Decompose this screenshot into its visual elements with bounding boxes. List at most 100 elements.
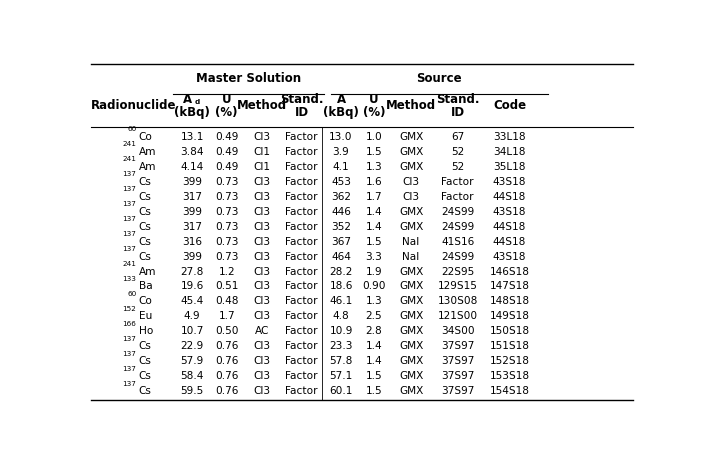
Text: 0.73: 0.73	[215, 237, 239, 247]
Text: 1.7: 1.7	[366, 192, 382, 202]
Text: 4.14: 4.14	[181, 162, 204, 172]
Text: CI1: CI1	[253, 162, 270, 172]
Text: (%): (%)	[363, 106, 385, 118]
Text: 57.9: 57.9	[181, 356, 204, 366]
Text: Eu: Eu	[138, 311, 152, 321]
Text: Am: Am	[138, 266, 156, 276]
Text: Cs: Cs	[138, 371, 152, 381]
Text: 43S18: 43S18	[493, 251, 526, 261]
Text: GMX: GMX	[399, 132, 424, 142]
Text: 1.4: 1.4	[366, 341, 382, 351]
Text: GMX: GMX	[399, 147, 424, 157]
Text: 22S95: 22S95	[441, 266, 474, 276]
Text: 0.49: 0.49	[215, 162, 239, 172]
Text: GMX: GMX	[399, 162, 424, 172]
Text: (kBq): (kBq)	[323, 106, 359, 118]
Text: 137: 137	[123, 201, 136, 207]
Text: 59.5: 59.5	[181, 386, 204, 396]
Text: Factor: Factor	[285, 192, 318, 202]
Text: 0.49: 0.49	[215, 132, 239, 142]
Text: GMX: GMX	[399, 222, 424, 232]
Text: 316: 316	[182, 237, 202, 247]
Text: Factor: Factor	[285, 162, 318, 172]
Text: Factor: Factor	[285, 326, 318, 336]
Text: 153S18: 153S18	[489, 371, 530, 381]
Text: 44S18: 44S18	[493, 237, 526, 247]
Text: 0.73: 0.73	[215, 207, 239, 217]
Text: CI3: CI3	[402, 177, 419, 187]
Text: 1.5: 1.5	[366, 371, 382, 381]
Text: CI3: CI3	[253, 371, 271, 381]
Text: 446: 446	[331, 207, 351, 217]
Text: (%): (%)	[215, 106, 238, 118]
Text: CI3: CI3	[253, 222, 271, 232]
Text: 3.9: 3.9	[333, 147, 349, 157]
Text: 1.4: 1.4	[366, 207, 382, 217]
Text: Cs: Cs	[138, 207, 152, 217]
Text: U: U	[222, 93, 232, 106]
Text: Factor: Factor	[285, 371, 318, 381]
Text: 137: 137	[123, 231, 136, 237]
Text: GMX: GMX	[399, 326, 424, 336]
Text: GMX: GMX	[399, 311, 424, 321]
Text: 0.48: 0.48	[215, 297, 239, 307]
Text: 0.90: 0.90	[362, 282, 385, 292]
Text: Factor: Factor	[285, 266, 318, 276]
Text: U: U	[369, 93, 378, 106]
Text: 0.73: 0.73	[215, 222, 239, 232]
Text: 44S18: 44S18	[493, 222, 526, 232]
Text: Factor: Factor	[285, 341, 318, 351]
Text: 19.6: 19.6	[181, 282, 204, 292]
Text: 367: 367	[331, 237, 351, 247]
Text: 1.7: 1.7	[218, 311, 235, 321]
Text: Factor: Factor	[285, 132, 318, 142]
Text: CI3: CI3	[253, 386, 271, 396]
Text: NaI: NaI	[402, 251, 419, 261]
Text: 10.7: 10.7	[181, 326, 204, 336]
Text: 3.3: 3.3	[366, 251, 383, 261]
Text: 152: 152	[123, 306, 136, 312]
Text: 3.84: 3.84	[181, 147, 204, 157]
Text: 453: 453	[331, 177, 351, 187]
Text: 33L18: 33L18	[493, 132, 526, 142]
Text: CI3: CI3	[253, 251, 271, 261]
Text: 0.76: 0.76	[215, 371, 239, 381]
Text: 464: 464	[331, 251, 351, 261]
Text: 1.0: 1.0	[366, 132, 382, 142]
Text: 22.9: 22.9	[181, 341, 204, 351]
Text: 241: 241	[123, 141, 136, 147]
Text: Radionuclide: Radionuclide	[91, 99, 176, 112]
Text: 151S18: 151S18	[489, 341, 530, 351]
Text: Factor: Factor	[285, 237, 318, 247]
Text: 43S18: 43S18	[493, 177, 526, 187]
Text: 317: 317	[182, 222, 202, 232]
Text: Stand.: Stand.	[280, 93, 323, 106]
Text: Cs: Cs	[138, 341, 152, 351]
Text: CI3: CI3	[253, 341, 271, 351]
Text: 67: 67	[451, 132, 465, 142]
Text: 2.8: 2.8	[366, 326, 382, 336]
Text: CI3: CI3	[253, 266, 271, 276]
Text: Co: Co	[138, 297, 152, 307]
Text: 0.73: 0.73	[215, 177, 239, 187]
Text: ID: ID	[450, 106, 465, 118]
Text: CI3: CI3	[253, 282, 271, 292]
Text: Factor: Factor	[441, 177, 474, 187]
Text: 37S97: 37S97	[441, 356, 474, 366]
Text: 0.73: 0.73	[215, 251, 239, 261]
Text: 0.76: 0.76	[215, 341, 239, 351]
Text: 13.1: 13.1	[181, 132, 204, 142]
Text: 399: 399	[182, 177, 202, 187]
Text: 1.3: 1.3	[366, 297, 382, 307]
Text: 130S08: 130S08	[438, 297, 478, 307]
Text: CI3: CI3	[253, 132, 271, 142]
Text: Cs: Cs	[138, 356, 152, 366]
Text: 24S99: 24S99	[441, 251, 474, 261]
Text: Factor: Factor	[285, 222, 318, 232]
Text: Cs: Cs	[138, 237, 152, 247]
Text: Cs: Cs	[138, 222, 152, 232]
Text: GMX: GMX	[399, 282, 424, 292]
Text: 149S18: 149S18	[489, 311, 530, 321]
Text: AC: AC	[255, 326, 270, 336]
Text: 241: 241	[123, 261, 136, 267]
